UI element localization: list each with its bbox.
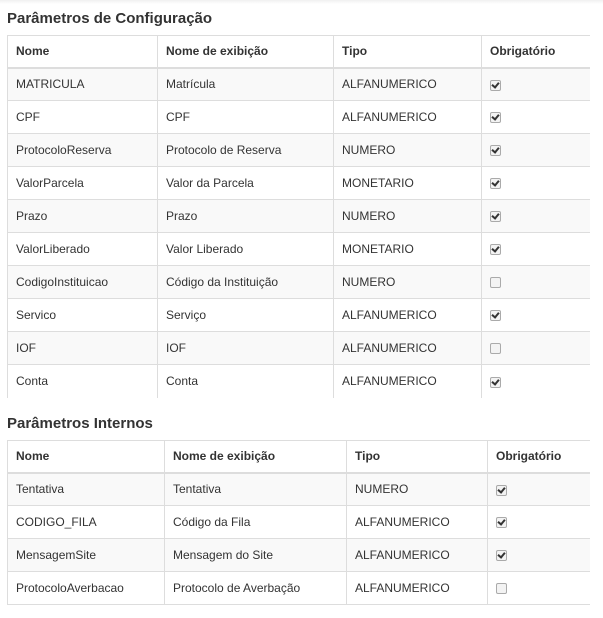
cell-nome: MATRICULA [7,67,158,101]
required-checkbox[interactable] [496,484,507,496]
required-checkbox[interactable] [496,550,507,562]
config-section-title: Parâmetros de Configuração [7,10,213,27]
cell-obrigatorio [481,232,590,266]
cell-obrigatorio [481,166,590,200]
cell-tipo: ALFANUMERICO [333,67,482,101]
cell-tipo: ALFANUMERICO [346,505,488,539]
cell-exibicao: Valor Liberado [157,232,334,266]
column-header: Tipo [346,440,488,474]
cell-nome: CODIGO_FILA [7,505,165,539]
cell-exibicao: Protocolo de Reserva [157,133,334,167]
required-checkbox[interactable] [490,310,501,322]
cell-exibicao: Mensagem do Site [164,538,347,572]
cell-obrigatorio [487,538,590,572]
top-shadow [0,0,603,4]
cell-exibicao: IOF [157,331,334,365]
table-row: ProtocoloAverbacao Protocolo de Averbação… [7,571,590,605]
table-row: Servico Serviço ALFANUMERICO [7,298,590,332]
required-checkbox[interactable] [496,583,507,595]
table-row: ValorLiberado Valor Liberado MONETARIO [7,232,590,266]
cell-tipo: ALFANUMERICO [333,298,482,332]
cell-nome: ProtocoloReserva [7,133,158,167]
cell-nome: Tentativa [7,472,165,506]
cell-nome: IOF [7,331,158,365]
cell-exibicao: Prazo [157,199,334,233]
cell-exibicao: Código da Fila [164,505,347,539]
column-header: Nome [7,35,158,69]
cell-nome: Conta [7,364,158,398]
cell-nome: ProtocoloAverbacao [7,571,165,605]
cell-obrigatorio [481,133,590,167]
table-row: CPF CPF ALFANUMERICO [7,100,590,134]
cell-obrigatorio [481,100,590,134]
cell-nome: MensagemSite [7,538,165,572]
cell-nome: CodigoInstituicao [7,265,158,299]
table-row: MensagemSite Mensagem do Site ALFANUMERICO [7,538,590,572]
column-header: Nome de exibição [157,35,334,69]
cell-nome: ValorLiberado [7,232,158,266]
required-checkbox[interactable] [490,178,501,190]
cell-obrigatorio [487,505,590,539]
required-checkbox[interactable] [496,517,507,529]
table-row: ValorParcela Valor da Parcela MONETARIO [7,166,590,200]
cell-nome: Prazo [7,199,158,233]
header-row: Nome Nome de exibição Tipo Obrigatório [7,35,590,69]
cell-tipo: NUMERO [333,265,482,299]
internal-section-title: Parâmetros Internos [7,415,153,432]
table-row: MATRICULA Matrícula ALFANUMERICO [7,67,590,101]
cell-exibicao: CPF [157,100,334,134]
cell-exibicao: Matrícula [157,67,334,101]
cell-nome: ValorParcela [7,166,158,200]
header-row: Nome Nome de exibição Tipo Obrigatório [7,440,590,474]
required-checkbox[interactable] [490,112,501,124]
cell-tipo: MONETARIO [333,232,482,266]
cell-exibicao: Conta [157,364,334,398]
table-row: Conta Conta ALFANUMERICO [7,364,590,398]
cell-exibicao: Serviço [157,298,334,332]
required-checkbox[interactable] [490,376,501,388]
config-params-table: Nome Nome de exibição Tipo Obrigatório MATRI… [7,35,590,398]
cell-tipo: ALFANUMERICO [333,331,482,365]
cell-exibicao: Tentativa [164,472,347,506]
cell-nome: CPF [7,100,158,134]
cell-exibicao: Protocolo de Averbação [164,571,347,605]
required-checkbox[interactable] [490,244,501,256]
cell-obrigatorio [481,364,590,398]
cell-obrigatorio [487,571,590,605]
cell-tipo: ALFANUMERICO [333,100,482,134]
table-row: ProtocoloReserva Protocolo de Reserva NUME… [7,133,590,167]
cell-tipo: MONETARIO [333,166,482,200]
column-header: Nome de exibição [164,440,347,474]
table-row: Tentativa Tentativa NUMERO [7,472,590,506]
cell-tipo: NUMERO [346,472,488,506]
cell-tipo: ALFANUMERICO [346,571,488,605]
cell-nome: Servico [7,298,158,332]
required-checkbox[interactable] [490,343,501,355]
table-row: CodigoInstituicao Código da Instituição NU… [7,265,590,299]
required-checkbox[interactable] [490,145,501,157]
required-checkbox[interactable] [490,79,501,91]
column-header: Tipo [333,35,482,69]
cell-tipo: NUMERO [333,133,482,167]
required-checkbox[interactable] [490,211,501,223]
cell-obrigatorio [487,472,590,506]
cell-obrigatorio [481,331,590,365]
table-row: IOF IOF ALFANUMERICO [7,331,590,365]
cell-exibicao: Código da Instituição [157,265,334,299]
column-header: Nome [7,440,165,474]
cell-exibicao: Valor da Parcela [157,166,334,200]
required-checkbox[interactable] [490,277,501,289]
table-row: CODIGO_FILA Código da Fila ALFANUMERICO [7,505,590,539]
cell-obrigatorio [481,298,590,332]
internal-params-table: Nome Nome de exibição Tipo Obrigatório Tenta… [7,440,590,605]
column-header: Obrigatório [481,35,590,69]
column-header: Obrigatório [487,440,590,474]
table-row: Prazo Prazo NUMERO [7,199,590,233]
cell-obrigatorio [481,199,590,233]
cell-obrigatorio [481,265,590,299]
cell-tipo: NUMERO [333,199,482,233]
cell-tipo: ALFANUMERICO [346,538,488,572]
cell-obrigatorio [481,67,590,101]
cell-tipo: ALFANUMERICO [333,364,482,398]
